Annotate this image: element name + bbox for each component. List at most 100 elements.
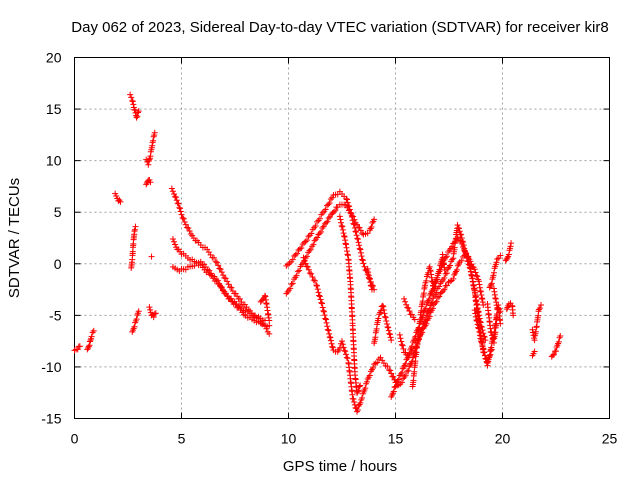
data-point xyxy=(437,290,444,297)
data-point xyxy=(177,208,184,215)
data-point xyxy=(318,228,325,235)
data-point xyxy=(147,179,154,186)
data-point xyxy=(488,281,495,288)
data-point xyxy=(133,114,140,121)
data-point xyxy=(186,228,193,235)
data-point xyxy=(402,298,409,305)
data-point xyxy=(477,335,484,342)
data-point xyxy=(325,327,332,334)
data-point xyxy=(308,270,315,277)
data-point xyxy=(409,358,416,365)
data-point xyxy=(301,257,308,264)
data-point xyxy=(387,367,394,374)
data-point xyxy=(327,213,334,220)
data-point xyxy=(320,223,327,230)
data-point xyxy=(327,337,334,344)
data-point xyxy=(343,354,350,361)
data-point xyxy=(343,351,350,358)
data-point xyxy=(289,280,296,287)
data-point xyxy=(481,349,488,356)
data-point xyxy=(405,305,412,312)
data-point xyxy=(402,372,409,379)
data-point xyxy=(304,237,311,244)
data-point xyxy=(292,251,299,258)
data-point xyxy=(323,319,330,326)
data-point xyxy=(480,302,487,309)
data-point xyxy=(347,209,354,216)
data-point xyxy=(388,370,395,377)
data-point xyxy=(184,224,191,231)
data-point xyxy=(431,301,438,308)
data-point xyxy=(426,313,433,320)
data-point xyxy=(493,259,500,266)
data-point xyxy=(135,308,142,315)
data-point xyxy=(401,295,408,302)
data-point xyxy=(344,355,351,362)
data-point xyxy=(462,249,469,256)
data-point xyxy=(88,333,95,340)
data-point xyxy=(426,296,433,303)
data-point xyxy=(127,91,134,98)
data-point xyxy=(294,250,301,257)
data-point xyxy=(359,256,366,263)
data-point xyxy=(382,313,389,320)
data-point xyxy=(324,323,331,330)
data-point xyxy=(398,338,405,345)
data-point xyxy=(432,283,439,290)
x-tick-label: 10 xyxy=(281,431,297,447)
data-point xyxy=(322,206,329,213)
data-point xyxy=(216,265,223,272)
data-point xyxy=(383,317,390,324)
data-point xyxy=(354,388,361,395)
data-point xyxy=(359,230,366,237)
data-point xyxy=(475,325,482,332)
data-point xyxy=(128,94,135,101)
data-point xyxy=(322,315,329,322)
data-point xyxy=(384,324,391,331)
data-point xyxy=(480,345,487,352)
data-point xyxy=(302,260,309,267)
data-point xyxy=(89,329,96,336)
y-tick-label: 20 xyxy=(46,50,62,66)
data-point xyxy=(382,314,389,321)
data-point xyxy=(476,332,483,339)
data-point xyxy=(358,253,365,260)
data-point xyxy=(325,214,332,221)
data-point xyxy=(216,280,223,287)
data-point xyxy=(228,295,235,302)
data-point xyxy=(315,231,322,238)
data-point xyxy=(168,185,175,192)
data-point xyxy=(400,345,407,352)
data-point xyxy=(329,194,336,201)
y-tick-label: -15 xyxy=(41,411,61,427)
data-point xyxy=(150,314,157,321)
data-point xyxy=(356,224,363,231)
data-point xyxy=(422,305,429,312)
data-point xyxy=(490,272,497,279)
data-point xyxy=(367,282,374,289)
data-point xyxy=(322,316,329,323)
data-point xyxy=(374,359,381,366)
data-point xyxy=(487,283,494,290)
data-point xyxy=(488,344,495,351)
data-point xyxy=(460,242,467,249)
data-point xyxy=(472,269,479,276)
data-point xyxy=(497,308,504,315)
data-point xyxy=(436,293,443,300)
data-point xyxy=(357,249,364,256)
data-point xyxy=(429,305,436,312)
x-axis-label: GPS time / hours xyxy=(283,458,397,475)
data-point xyxy=(217,283,224,290)
data-point xyxy=(434,294,441,301)
data-point xyxy=(434,276,441,283)
data-point xyxy=(302,238,309,245)
data-point xyxy=(478,338,485,345)
data-point xyxy=(449,256,456,263)
data-point xyxy=(461,245,468,252)
data-point xyxy=(455,225,462,232)
data-point xyxy=(312,277,319,284)
data-point xyxy=(390,388,397,395)
data-point xyxy=(355,387,362,394)
data-point xyxy=(169,236,176,243)
data-point xyxy=(179,214,186,221)
